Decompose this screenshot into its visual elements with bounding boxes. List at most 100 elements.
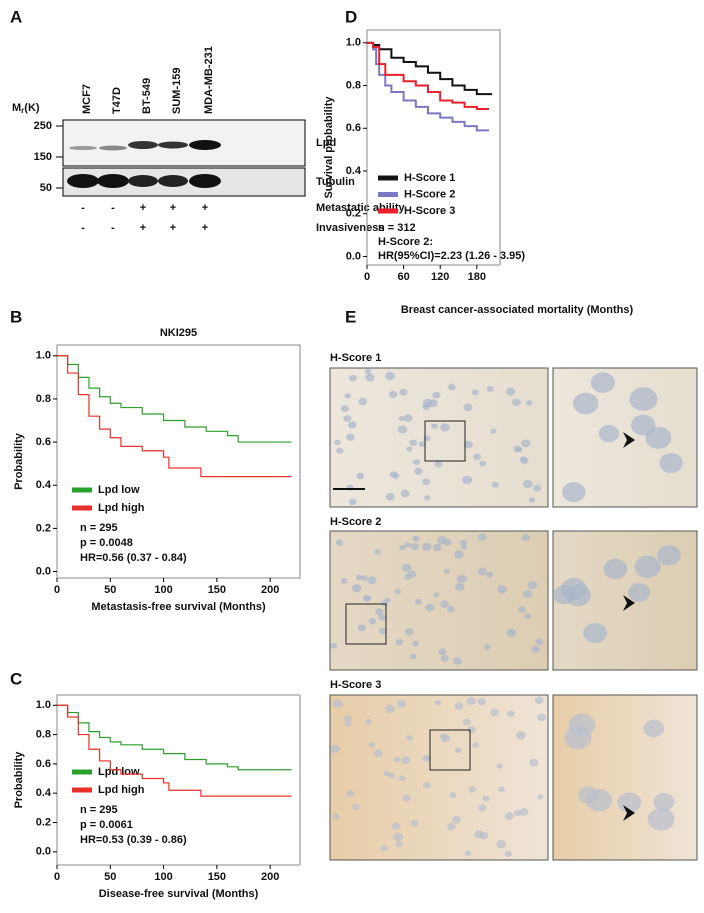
nucleus — [527, 581, 538, 590]
sign: - — [111, 222, 115, 234]
nucleus — [330, 744, 341, 754]
sign: - — [81, 202, 85, 214]
x-tick-label: 100 — [154, 584, 172, 596]
nucleus — [590, 372, 615, 393]
nucleus — [518, 606, 526, 613]
nucleus — [454, 582, 465, 592]
nucleus — [409, 439, 418, 447]
nucleus — [496, 763, 503, 769]
nucleus — [653, 792, 675, 811]
nucleus — [410, 819, 419, 827]
nucleus — [434, 700, 442, 706]
annotation: n = 295 — [80, 522, 118, 534]
nucleus — [463, 403, 473, 412]
nucleus — [431, 423, 438, 429]
nucleus — [519, 808, 529, 816]
micrograph — [329, 530, 549, 671]
nucleus — [365, 373, 375, 382]
nucleus — [356, 472, 365, 480]
nucleus — [335, 539, 344, 546]
marker: 250 — [34, 120, 52, 132]
chart-title: NKI295 — [160, 327, 197, 339]
nucleus — [374, 549, 381, 555]
nucleus — [397, 425, 408, 434]
nucleus — [332, 813, 340, 820]
nucleus — [423, 495, 431, 501]
row-title: H-Score 1 — [330, 352, 381, 364]
nucleus — [529, 758, 539, 767]
nucleus — [401, 563, 412, 572]
panel-label: A — [10, 7, 22, 26]
nucleus — [513, 809, 522, 817]
nucleus — [365, 718, 373, 725]
zoom-box — [424, 420, 466, 462]
annotation: H-Score 2: — [378, 236, 433, 248]
nucleus — [603, 558, 628, 580]
annotation: HR=0.56 (0.37 - 0.84) — [80, 552, 187, 564]
x-tick-label: 0 — [54, 584, 60, 596]
y-tick-label: 0.0 — [36, 846, 51, 858]
nucleus — [568, 713, 596, 736]
sign: - — [81, 222, 85, 234]
nucleus — [440, 600, 450, 608]
panel-label: D — [345, 7, 357, 26]
nucleus — [498, 786, 505, 792]
sign: + — [202, 202, 208, 214]
x-axis-label: Metastasis-free survival (Months) — [91, 601, 266, 613]
arrowhead — [623, 432, 635, 448]
y-tick-label: 0.4 — [36, 479, 52, 491]
panel-label: E — [345, 307, 356, 326]
nucleus — [504, 850, 512, 858]
nucleus — [521, 439, 531, 448]
nucleus — [479, 460, 487, 467]
nucleus — [486, 385, 494, 392]
nucleus — [553, 585, 576, 605]
marker: 150 — [34, 151, 52, 163]
nucleus — [477, 697, 487, 706]
nucleus — [423, 781, 432, 789]
nucleus — [454, 550, 464, 559]
nucleus — [385, 704, 396, 714]
nucleus — [505, 387, 516, 396]
nucleus — [449, 792, 457, 798]
nucleus — [388, 390, 398, 399]
nucleus — [432, 391, 441, 399]
nucleus — [484, 644, 491, 650]
x-tick-label: 100 — [154, 871, 172, 883]
nucleus — [432, 543, 442, 552]
nucleus — [447, 606, 455, 613]
band-label: Tubulin — [316, 176, 355, 188]
nucleus — [385, 371, 395, 381]
nucleus — [362, 594, 371, 602]
nucleus — [462, 475, 473, 485]
nucleus — [336, 447, 344, 454]
nucleus — [368, 617, 377, 625]
nucleus — [526, 400, 533, 406]
legend-label: H-Score 1 — [404, 172, 455, 184]
nucleus — [425, 603, 435, 612]
x-tick-label: 0 — [54, 871, 60, 883]
nucleus — [348, 421, 357, 429]
nucleus — [486, 571, 494, 578]
y-axis-label: Survival probability — [323, 96, 335, 199]
survival-curve — [57, 355, 292, 478]
x-tick-label: 200 — [261, 584, 279, 596]
x-tick-label: 150 — [208, 584, 226, 596]
nucleus — [440, 655, 449, 662]
nucleus — [409, 653, 417, 660]
nucleus — [404, 628, 414, 636]
nucleus — [657, 545, 681, 566]
legend-label: Lpd high — [98, 784, 145, 796]
nucleus — [443, 538, 452, 546]
y-tick-label: 0.6 — [36, 436, 51, 448]
nucleus — [466, 696, 476, 705]
lane-label: T47D — [111, 87, 123, 114]
nucleus — [515, 731, 526, 740]
nucleus — [380, 845, 388, 852]
nucleus — [340, 405, 349, 413]
nucleus — [392, 472, 400, 479]
sign: + — [170, 222, 176, 234]
lane-label: MCF7 — [81, 84, 93, 114]
nucleus — [398, 415, 405, 422]
nucleus — [352, 803, 360, 811]
